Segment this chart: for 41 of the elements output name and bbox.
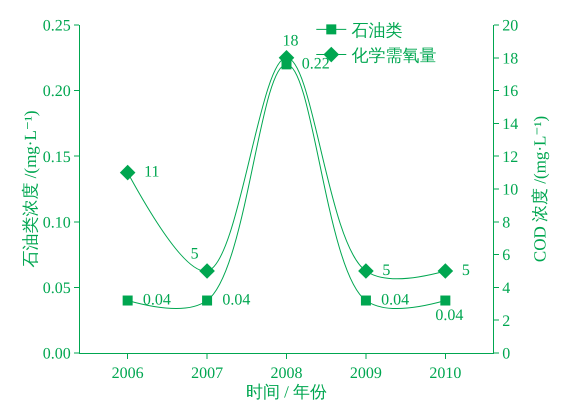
- point: [438, 263, 454, 279]
- y2-tick-label: 12: [502, 148, 518, 166]
- x-tick-label: 2009: [350, 365, 382, 382]
- y2-tick-label: 18: [502, 50, 518, 68]
- y-tick-label: 0.15: [42, 148, 71, 166]
- y2-tick-label: 16: [502, 83, 518, 100]
- x-tick-label: 2008: [270, 365, 302, 382]
- data-label: 18: [274, 32, 298, 50]
- point: [358, 263, 374, 279]
- data-label: 5: [374, 262, 390, 279]
- y2-tick-label: 14: [502, 116, 518, 133]
- legend-label: 化学需氧量: [351, 46, 436, 66]
- y2-tick-label: 20: [502, 18, 518, 35]
- data-label: 0.04: [134, 292, 171, 309]
- data-label: 0.04: [427, 306, 464, 324]
- y2-axis-title: COD 浓度 /(mg·L⁻¹): [530, 116, 550, 262]
- y2-tick-label: 4: [502, 280, 510, 297]
- y-tick-label: 0.10: [42, 214, 71, 232]
- x-tick-label: 2006: [112, 365, 144, 382]
- y-tick-label: 0.05: [42, 280, 71, 297]
- y-tick-label: 0.00: [42, 346, 71, 363]
- x-tick-label: 2007: [191, 365, 224, 382]
- y2-tick-label: 6: [502, 247, 510, 264]
- y2-tick-label: 0: [502, 346, 510, 363]
- data-label: 0.04: [214, 292, 250, 309]
- x-tick-label: 2010: [429, 365, 462, 382]
- y2-tick-label: 2: [502, 312, 510, 330]
- y2-tick-label: 8: [502, 214, 510, 232]
- y-axis-title: 石油类浓度 /(mg·L⁻¹): [21, 110, 40, 268]
- legend-label: 石油类: [351, 21, 402, 40]
- data-label: 5: [182, 246, 199, 262]
- y-tick-label: 0.25: [42, 18, 71, 35]
- data-label: 0.22: [294, 55, 330, 72]
- point: [120, 164, 136, 180]
- data-label: 0.04: [373, 292, 410, 309]
- x-axis-title: 时间 / 年份: [246, 382, 328, 402]
- y-tick-label: 0.20: [42, 83, 71, 100]
- point: [199, 263, 215, 279]
- data-label: 11: [136, 164, 160, 181]
- data-label: 5: [454, 262, 470, 279]
- y2-tick-label: 10: [502, 182, 518, 199]
